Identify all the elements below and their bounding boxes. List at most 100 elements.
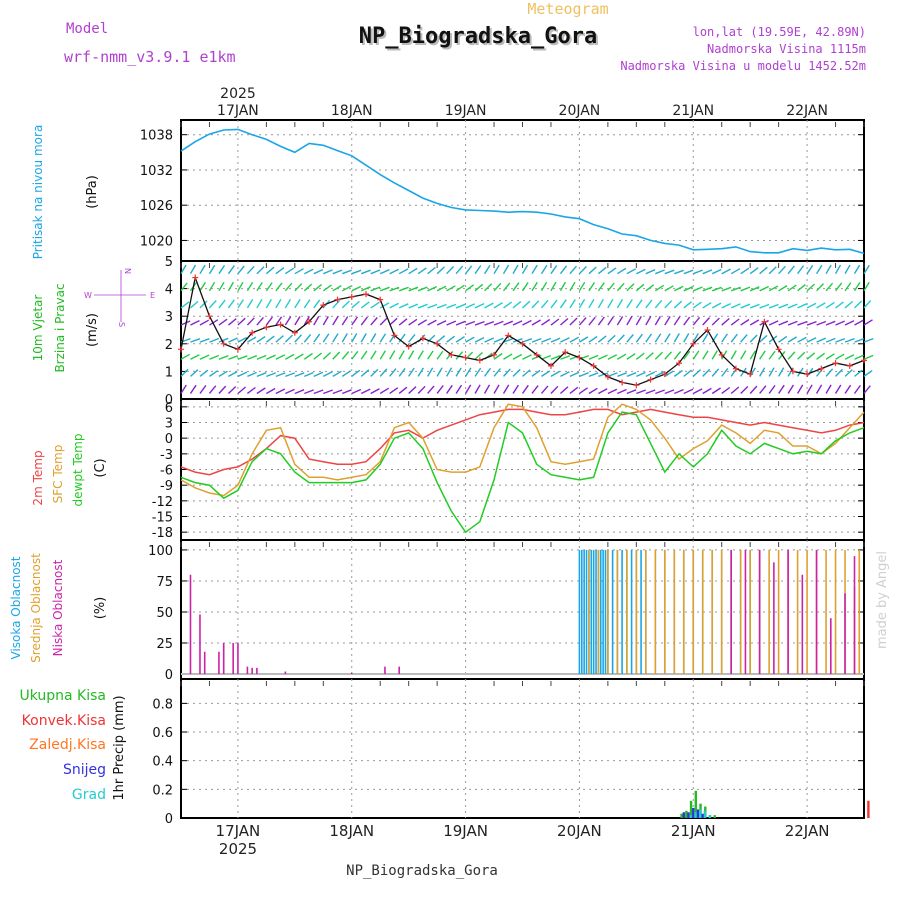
wind-arrow xyxy=(711,302,722,309)
wind-arrow xyxy=(484,337,494,343)
model-label: Model xyxy=(66,21,108,37)
panel-pressure: 1020 1026 1032 1038 xyxy=(140,119,865,262)
wind-arrow xyxy=(825,264,832,275)
wind-arrow xyxy=(683,301,693,309)
wind-arrow xyxy=(351,300,360,309)
wind-arrow xyxy=(303,283,313,292)
pressure-frame xyxy=(180,119,865,262)
wind-gust-marker xyxy=(462,354,469,361)
wind-arrow xyxy=(616,334,625,343)
wind-arrow xyxy=(721,317,730,326)
wind-arrow xyxy=(645,299,653,309)
wind-gust-marker xyxy=(832,360,839,367)
wind-arrow xyxy=(673,285,684,292)
wind-arrow xyxy=(228,355,239,360)
wind-arrow xyxy=(322,333,330,343)
wind-arrow xyxy=(835,320,845,326)
wind-gust-marker xyxy=(576,354,583,361)
cloud-ylabel-mid: Srednja Oblacnost xyxy=(29,553,43,663)
wind-arrow xyxy=(180,384,187,394)
wind-arrow xyxy=(313,333,321,343)
wind-arrow xyxy=(284,316,292,326)
wind-arrow xyxy=(645,316,652,326)
wind-arrow xyxy=(313,371,324,378)
wind-arrow xyxy=(360,301,370,309)
wind-arrow xyxy=(294,268,304,275)
wind-arrow xyxy=(654,316,662,326)
wind-arrow xyxy=(607,372,618,378)
wind-arrow xyxy=(683,316,691,326)
wind-arrow xyxy=(360,316,368,326)
wind-arrow xyxy=(655,269,665,275)
wind-gust-marker xyxy=(178,346,184,353)
wind-arrow xyxy=(512,301,522,309)
wind-arrow xyxy=(275,282,283,292)
wind-arrow xyxy=(730,333,738,343)
wind-arrow xyxy=(797,320,808,326)
wind-arrow xyxy=(285,353,295,360)
wind-arrow xyxy=(246,281,254,292)
wind-arrow xyxy=(427,350,434,360)
wind-arrow xyxy=(408,318,418,326)
y-tick-label: 50 xyxy=(156,606,173,621)
wind-arrow xyxy=(398,333,406,343)
wind-arrow xyxy=(626,372,637,378)
wind-gust-marker xyxy=(249,329,256,336)
wind-arrow xyxy=(284,282,293,292)
wind-arrow xyxy=(759,350,766,360)
wind-arrow xyxy=(474,302,485,309)
wind-arrow xyxy=(351,285,362,292)
wind-arrow xyxy=(512,368,521,377)
compass-w: W xyxy=(84,291,92,300)
wind-arrow xyxy=(768,384,776,394)
wind-arrow xyxy=(787,351,796,360)
wind-arrow xyxy=(664,316,671,326)
wind-arrow xyxy=(560,355,571,360)
wind-arrow xyxy=(844,300,854,309)
wind-gust-marker xyxy=(434,340,441,347)
wind-gust-marker xyxy=(192,274,199,281)
wind-arrow xyxy=(446,384,453,394)
wind-arrow xyxy=(740,350,747,360)
wind-arrow xyxy=(815,384,823,394)
wind-arrow xyxy=(275,267,285,275)
wind-arrow xyxy=(863,370,873,377)
wind-arrow xyxy=(370,333,377,343)
wind-gust-marker xyxy=(846,362,853,369)
cloud-ylabel-unit: (%) xyxy=(93,597,108,620)
wind-arrow xyxy=(749,286,760,292)
wind-arrow xyxy=(313,268,324,275)
y-tick-label: 1026 xyxy=(140,199,173,214)
wind-arrow xyxy=(711,387,721,395)
wind-arrow xyxy=(759,303,770,309)
wind-arrow xyxy=(730,303,741,309)
wind-arrow xyxy=(417,319,428,326)
wind-arrow xyxy=(303,316,310,326)
wind-arrow xyxy=(806,337,817,343)
wind-arrow xyxy=(702,333,709,343)
wind-arrow xyxy=(559,281,567,292)
wind-arrow xyxy=(512,320,523,326)
wind-ylabel-sub: Brzina i Pravac xyxy=(53,283,67,372)
legend-graupel: Grad xyxy=(72,787,106,803)
wind-gust-marker xyxy=(747,371,754,378)
wind-arrow xyxy=(522,338,533,343)
wind-arrow xyxy=(285,388,295,395)
wind-arrow xyxy=(702,350,709,360)
wind-arrow xyxy=(721,367,729,377)
credit-watermark: made by Angel xyxy=(875,551,890,649)
wind-arrow xyxy=(313,316,320,326)
wind-arrow xyxy=(616,282,625,292)
wind-arrow xyxy=(559,299,567,309)
wind-arrow xyxy=(227,318,237,326)
wind-arrow xyxy=(673,316,681,326)
wind-arrow xyxy=(464,367,472,377)
wind-arrow xyxy=(702,269,713,275)
wind-arrow xyxy=(503,337,514,343)
wind-arrow xyxy=(275,372,286,378)
wind-arrow xyxy=(342,269,352,275)
wind-arrow xyxy=(863,337,874,343)
wind-speed-line xyxy=(180,275,865,386)
wind-arrow xyxy=(389,350,396,360)
wind-arrow-row xyxy=(180,264,870,275)
